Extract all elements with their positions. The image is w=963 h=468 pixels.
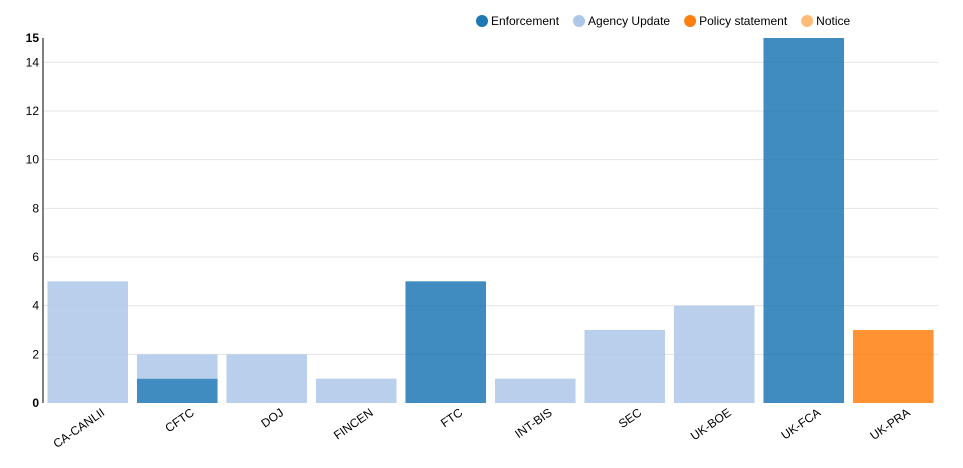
legend-swatch [801,15,814,27]
legend-label: Enforcement [491,14,560,28]
legend-swatch [684,15,697,27]
x-tick-label: DOJ [258,405,286,430]
y-tick-label: 4 [32,299,39,313]
grid-lines [43,61,938,355]
legend-swatch [573,15,586,27]
x-tick-label: UK-BOE [688,405,734,443]
x-tick-label: CFTC [162,405,197,435]
legend-item-enforcement[interactable]: Enforcement [476,14,560,28]
bar-enforcement-ftc[interactable] [405,281,487,403]
bars [47,38,934,403]
bar-agency-update-ca-canlii[interactable] [47,281,129,403]
y-tick-label: 2 [32,347,39,361]
y-tick-label: 6 [32,250,39,264]
legend-item-agency-update[interactable]: Agency Update [573,14,670,28]
legend-swatch [476,15,488,27]
legend-item-policy-statement[interactable]: Policy statement [684,14,788,28]
y-tick-label: 8 [32,201,39,215]
bar-agency-update-fincen[interactable] [315,378,397,403]
legend-label: Agency Update [588,14,670,28]
legend-label: Notice [816,14,850,28]
legend-item-notice[interactable]: Notice [801,14,850,28]
x-tick-label: UK-PRA [867,405,912,442]
y-tick-label: 14 [26,55,40,69]
legend[interactable]: Enforcement Agency Update Policy statement… [476,14,850,28]
bar-enforcement-cftc[interactable] [136,378,218,403]
y-tick-label: 12 [26,104,40,118]
x-tick-label: UK-FCA [779,405,824,442]
bar-agency-update-int-bis[interactable] [494,378,576,403]
y-tick-label: 0 [32,396,39,410]
y-tick-label: 10 [26,153,40,167]
y-max-label: 15 [26,31,40,45]
x-tick-label: CA-CANLII [51,405,108,451]
legend-label: Policy statement [699,14,788,28]
bar-agency-update-sec[interactable] [584,330,666,403]
x-tick-label: SEC [616,405,645,431]
bar-agency-update-doj[interactable] [226,354,308,403]
bar-agency-update-cftc[interactable] [136,354,218,379]
bar-policy-statement-uk-pra[interactable] [852,330,934,403]
bar-agency-update-uk-boe[interactable] [673,305,755,403]
x-tick-label: FINCEN [331,405,376,442]
bar-enforcement-uk-fca[interactable] [763,38,845,403]
x-tick-label: FTC [438,405,465,430]
x-tick-label: INT-BIS [512,405,554,441]
